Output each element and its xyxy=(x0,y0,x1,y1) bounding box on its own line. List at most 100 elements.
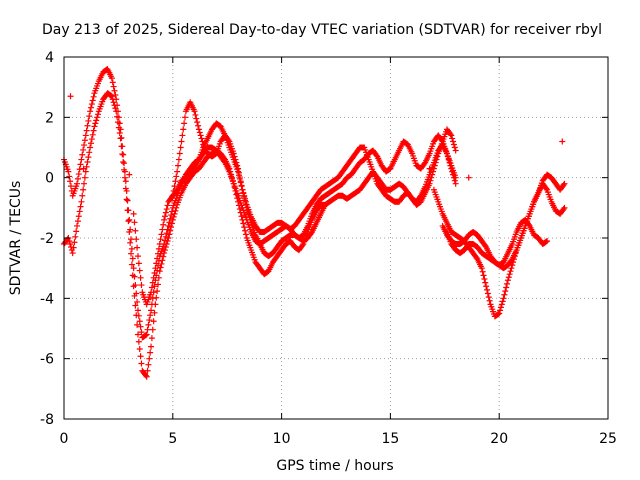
data-point xyxy=(128,236,135,243)
data-point xyxy=(482,242,489,249)
data-point xyxy=(479,268,486,275)
data-point xyxy=(116,130,123,137)
data-point xyxy=(109,96,116,103)
data-point xyxy=(498,301,505,308)
data-point xyxy=(80,146,87,153)
x-tick-label: 20 xyxy=(490,431,508,447)
data-point xyxy=(110,99,117,106)
data-point xyxy=(506,271,513,278)
data-point xyxy=(428,174,435,181)
data-point xyxy=(181,114,188,121)
data-point xyxy=(164,238,171,245)
data-point xyxy=(136,318,143,325)
data-point xyxy=(81,180,88,187)
data-point xyxy=(177,144,184,151)
data-point xyxy=(433,156,440,163)
data-point xyxy=(137,274,144,281)
data-point xyxy=(162,209,169,216)
data-point xyxy=(89,97,96,104)
data-point xyxy=(450,171,457,178)
data-point xyxy=(128,250,135,257)
data-point xyxy=(243,204,250,211)
data-point xyxy=(450,138,457,145)
data-point xyxy=(121,160,128,167)
data-point xyxy=(176,150,183,157)
data-point xyxy=(132,227,139,234)
data-point xyxy=(169,192,176,199)
data-point xyxy=(232,187,239,194)
data-point xyxy=(157,264,164,271)
data-point xyxy=(156,241,163,248)
data-point xyxy=(148,335,155,342)
data-point xyxy=(505,274,512,281)
data-point xyxy=(197,132,204,139)
data-point xyxy=(167,227,174,234)
data-point xyxy=(151,283,158,290)
data-point xyxy=(212,151,219,158)
x-tick-label: 0 xyxy=(60,431,69,447)
data-point xyxy=(161,216,168,223)
data-point xyxy=(175,156,182,163)
data-point xyxy=(447,131,454,138)
data-point xyxy=(221,155,228,162)
data-point xyxy=(241,193,248,200)
data-point xyxy=(163,230,170,237)
data-point xyxy=(168,220,175,227)
data-point xyxy=(137,353,144,360)
x-tick-label: 10 xyxy=(273,431,291,447)
data-point xyxy=(121,166,128,173)
data-point xyxy=(86,113,93,120)
data-point xyxy=(145,361,152,368)
data-point xyxy=(242,231,249,238)
data-point xyxy=(178,138,185,145)
x-tick-label: 25 xyxy=(599,431,617,447)
data-point xyxy=(142,332,149,339)
data-point xyxy=(235,202,242,209)
data-point xyxy=(76,208,83,215)
data-point xyxy=(67,178,74,185)
data-point xyxy=(111,102,118,109)
data-point xyxy=(128,261,135,268)
data-point xyxy=(495,311,502,318)
x-tick-label: 15 xyxy=(381,431,399,447)
data-point xyxy=(67,93,74,100)
y-tick-label: 0 xyxy=(45,171,54,187)
data-point xyxy=(125,218,132,225)
data-point xyxy=(94,111,101,118)
data-point xyxy=(544,238,551,245)
data-point xyxy=(181,120,188,127)
data-point xyxy=(421,160,428,167)
data-point xyxy=(80,165,87,172)
data-point xyxy=(133,312,140,319)
data-point xyxy=(71,239,78,246)
data-point xyxy=(136,267,143,274)
data-point xyxy=(67,244,74,251)
data-point xyxy=(501,291,508,298)
data-point xyxy=(112,105,119,112)
y-tick-label: -2 xyxy=(40,231,54,247)
data-point xyxy=(70,244,77,251)
data-point xyxy=(226,165,233,172)
data-point xyxy=(245,210,252,217)
data-point xyxy=(122,178,129,185)
data-point xyxy=(134,307,141,314)
data-point xyxy=(138,282,145,289)
data-point xyxy=(127,239,134,246)
data-point xyxy=(481,276,488,283)
data-point xyxy=(237,178,244,185)
data-point xyxy=(452,147,459,154)
data-point xyxy=(83,163,90,170)
data-point xyxy=(170,213,177,220)
data-point xyxy=(165,235,172,241)
data-point xyxy=(153,260,160,267)
data-point xyxy=(123,196,130,203)
data-point xyxy=(170,187,177,194)
data-point xyxy=(114,119,121,126)
data-point xyxy=(66,238,73,245)
data-point xyxy=(504,280,511,287)
data-point xyxy=(74,180,81,187)
data-point xyxy=(171,183,178,190)
data-point xyxy=(138,329,145,336)
data-point xyxy=(560,181,567,188)
data-point xyxy=(445,156,452,163)
